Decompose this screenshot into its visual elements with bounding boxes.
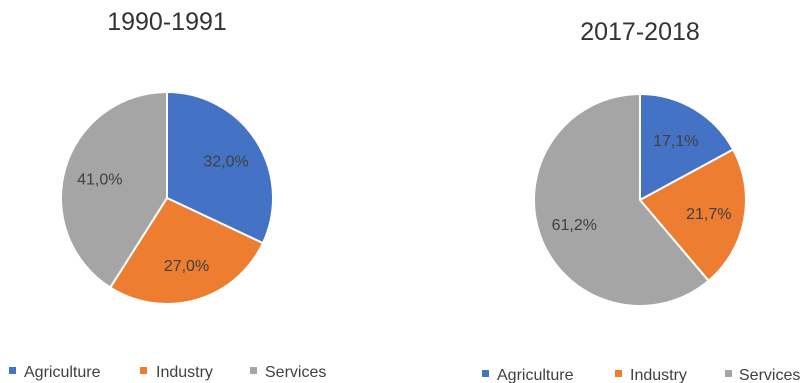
pie-slice-agriculture bbox=[166, 90, 274, 245]
legend-label-services: Services bbox=[265, 364, 326, 381]
data-label-industry: 21,7% bbox=[686, 206, 731, 223]
legend-swatch-agriculture bbox=[482, 370, 489, 377]
pie-slice-services bbox=[533, 92, 711, 307]
legend-swatch-services bbox=[725, 370, 732, 377]
pie-1990-1991-slices: 32,0% 27,0% 41,0% bbox=[60, 90, 274, 305]
data-label-agriculture: 17,1% bbox=[653, 133, 698, 150]
pie-2017-2018-slices: 17,1% 21,7% 61,2% bbox=[533, 92, 747, 307]
legend-1990-1991: Agriculture Industry Services bbox=[9, 364, 326, 381]
data-label-services: 61,2% bbox=[552, 217, 597, 234]
data-label-industry: 27,0% bbox=[164, 258, 209, 275]
legend-swatch-industry bbox=[140, 367, 147, 374]
pie-chart-1990-1991: 1990-1991 32,0% 27,0% 41,0% Agriculture In… bbox=[9, 8, 326, 381]
chart-title-2017-2018: 2017-2018 bbox=[580, 18, 700, 46]
pie-slice-industry bbox=[108, 196, 265, 305]
legend-2017-2018: Agriculture Industry Services bbox=[482, 367, 800, 383]
pie-chart-2017-2018: 2017-2018 17,1% 21,7% 61,2% Agriculture In… bbox=[482, 18, 800, 383]
pie-slice-services bbox=[60, 90, 168, 289]
legend-swatch-services bbox=[250, 367, 257, 374]
legend-swatch-industry bbox=[615, 370, 622, 377]
legend-label-industry: Industry bbox=[156, 364, 213, 381]
legend-swatch-agriculture bbox=[9, 367, 16, 374]
legend-label-agriculture: Agriculture bbox=[497, 367, 574, 383]
chart-title-1990-1991: 1990-1991 bbox=[107, 8, 227, 36]
data-label-agriculture: 32,0% bbox=[203, 154, 248, 171]
legend-label-services: Services bbox=[739, 367, 800, 383]
pie-slice-industry bbox=[638, 148, 747, 283]
data-label-services: 41,0% bbox=[77, 172, 122, 189]
pie-slice-agriculture bbox=[639, 92, 735, 202]
legend-label-agriculture: Agriculture bbox=[24, 364, 101, 381]
legend-label-industry: Industry bbox=[630, 367, 687, 383]
